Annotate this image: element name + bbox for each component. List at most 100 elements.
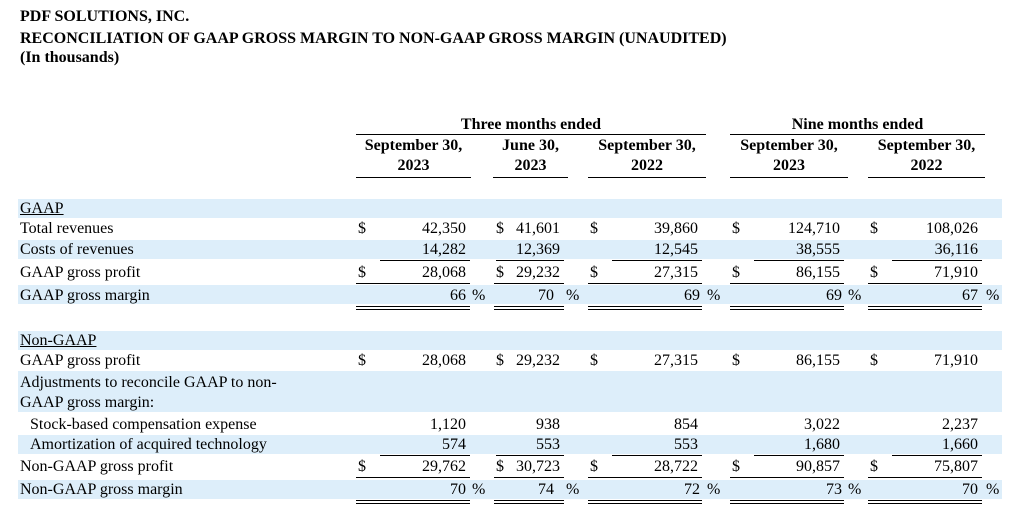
table-cell: 28,068 — [422, 264, 466, 281]
units-note: (In thousands) — [20, 49, 120, 66]
currency-symbol: $ — [590, 458, 598, 475]
table-cell: 28,068 — [422, 352, 466, 369]
row-label-gaap-gross-profit-2: GAAP gross profit — [20, 352, 141, 369]
table-cell: 66 — [450, 287, 466, 304]
col-rule-2 — [493, 177, 568, 178]
subtotal-rule — [892, 455, 982, 456]
table-cell: 36,116 — [934, 241, 978, 258]
table-cell: 41,601 — [516, 220, 560, 237]
total-rule — [356, 283, 470, 284]
total-rule — [730, 283, 844, 284]
percent-symbol: % — [707, 287, 721, 304]
row-band — [18, 480, 1002, 499]
currency-symbol: $ — [870, 220, 878, 237]
table-cell: 29,232 — [516, 264, 560, 281]
percent-symbol: % — [472, 287, 486, 304]
table-cell: 67 — [962, 287, 978, 304]
col-header-2-line1: June 30, — [502, 137, 559, 154]
table-cell: 70 — [962, 481, 978, 498]
currency-symbol: $ — [496, 458, 504, 475]
col-header-2-line2: 2023 — [514, 157, 547, 174]
table-cell: 12,545 — [654, 241, 698, 258]
table-cell: 938 — [536, 416, 560, 433]
total-rule — [588, 283, 702, 284]
total-rule — [494, 477, 564, 478]
table-cell: 30,723 — [516, 458, 560, 475]
currency-symbol: $ — [358, 352, 366, 369]
row-band — [18, 435, 1002, 454]
currency-symbol: $ — [732, 458, 740, 475]
percent-symbol: % — [566, 481, 580, 498]
col-header-1-line1: September 30, — [364, 137, 463, 154]
table-cell: 1,680 — [804, 436, 840, 453]
table-cell: 74 — [538, 481, 554, 498]
table-cell: 69 — [684, 287, 700, 304]
row-label-non-gaap-gross-profit: Non-GAAP gross profit — [20, 458, 174, 475]
col-header-3-line2: 2022 — [631, 157, 663, 174]
table-cell: 71,910 — [934, 264, 978, 281]
subtotal-rule — [496, 260, 564, 261]
double-rule — [730, 306, 844, 310]
table-cell: 86,155 — [796, 264, 840, 281]
double-rule — [730, 500, 844, 504]
total-rule — [494, 283, 564, 284]
col-header-5-line2: 2022 — [910, 157, 943, 174]
currency-symbol: $ — [590, 264, 598, 281]
table-cell: 3,022 — [804, 416, 840, 433]
group-header-nine-months: Nine months ended — [791, 116, 924, 133]
group-header-three-months: Three months ended — [460, 116, 602, 133]
row-label-amortization: Amortization of acquired technology — [30, 436, 267, 453]
col-header-1-line2: 2023 — [397, 157, 430, 174]
table-cell: 69 — [826, 287, 842, 304]
percent-symbol: % — [472, 481, 486, 498]
row-label-non-gaap-gross-margin: Non-GAAP gross margin — [20, 481, 183, 498]
table-cell: 29,232 — [516, 352, 560, 369]
table-cell: 73 — [826, 481, 842, 498]
percent-symbol: % — [848, 287, 862, 304]
percent-symbol: % — [986, 481, 1000, 498]
table-cell: 86,155 — [796, 352, 840, 369]
currency-symbol: $ — [590, 352, 598, 369]
row-band — [18, 240, 1002, 259]
table-cell: 71,910 — [934, 352, 978, 369]
table-cell: 70 — [538, 287, 554, 304]
group-rule-nine — [730, 134, 985, 135]
row-band — [18, 371, 1002, 412]
percent-symbol: % — [566, 287, 580, 304]
percent-symbol: % — [707, 481, 721, 498]
currency-symbol: $ — [496, 264, 504, 281]
row-label-costs-of-revenues: Costs of revenues — [20, 241, 134, 258]
currency-symbol: $ — [358, 220, 366, 237]
row-label-adjustments-line1: Adjustments to reconcile GAAP to non- — [20, 374, 277, 391]
double-rule — [356, 500, 470, 504]
subtotal-rule — [754, 455, 844, 456]
table-cell: 38,555 — [796, 241, 840, 258]
table-cell: 108,026 — [926, 220, 978, 237]
table-cell: 553 — [536, 436, 560, 453]
subtotal-rule — [612, 455, 702, 456]
company-name: PDF SOLUTIONS, INC. — [20, 8, 190, 25]
currency-symbol: $ — [496, 220, 504, 237]
section-label-gaap: GAAP — [20, 200, 64, 217]
table-cell: 72 — [684, 481, 700, 498]
currency-symbol: $ — [358, 264, 366, 281]
col-rule-1 — [356, 177, 471, 178]
table-cell: 854 — [674, 416, 698, 433]
currency-symbol: $ — [590, 220, 598, 237]
currency-symbol: $ — [732, 220, 740, 237]
currency-symbol: $ — [870, 264, 878, 281]
double-rule — [868, 306, 982, 310]
row-band — [18, 285, 1002, 304]
currency-symbol: $ — [870, 352, 878, 369]
table-cell: 39,860 — [654, 220, 698, 237]
col-header-4-line1: September 30, — [740, 137, 838, 154]
table-cell: 28,722 — [654, 458, 698, 475]
double-rule — [356, 306, 470, 310]
table-cell: 27,315 — [654, 264, 698, 281]
table-cell: 27,315 — [654, 352, 698, 369]
row-label-total-revenues: Total revenues — [20, 220, 114, 237]
row-band — [18, 331, 1002, 350]
row-band — [18, 199, 1002, 218]
subtotal-rule — [892, 260, 982, 261]
table-cell: 1,660 — [942, 436, 978, 453]
